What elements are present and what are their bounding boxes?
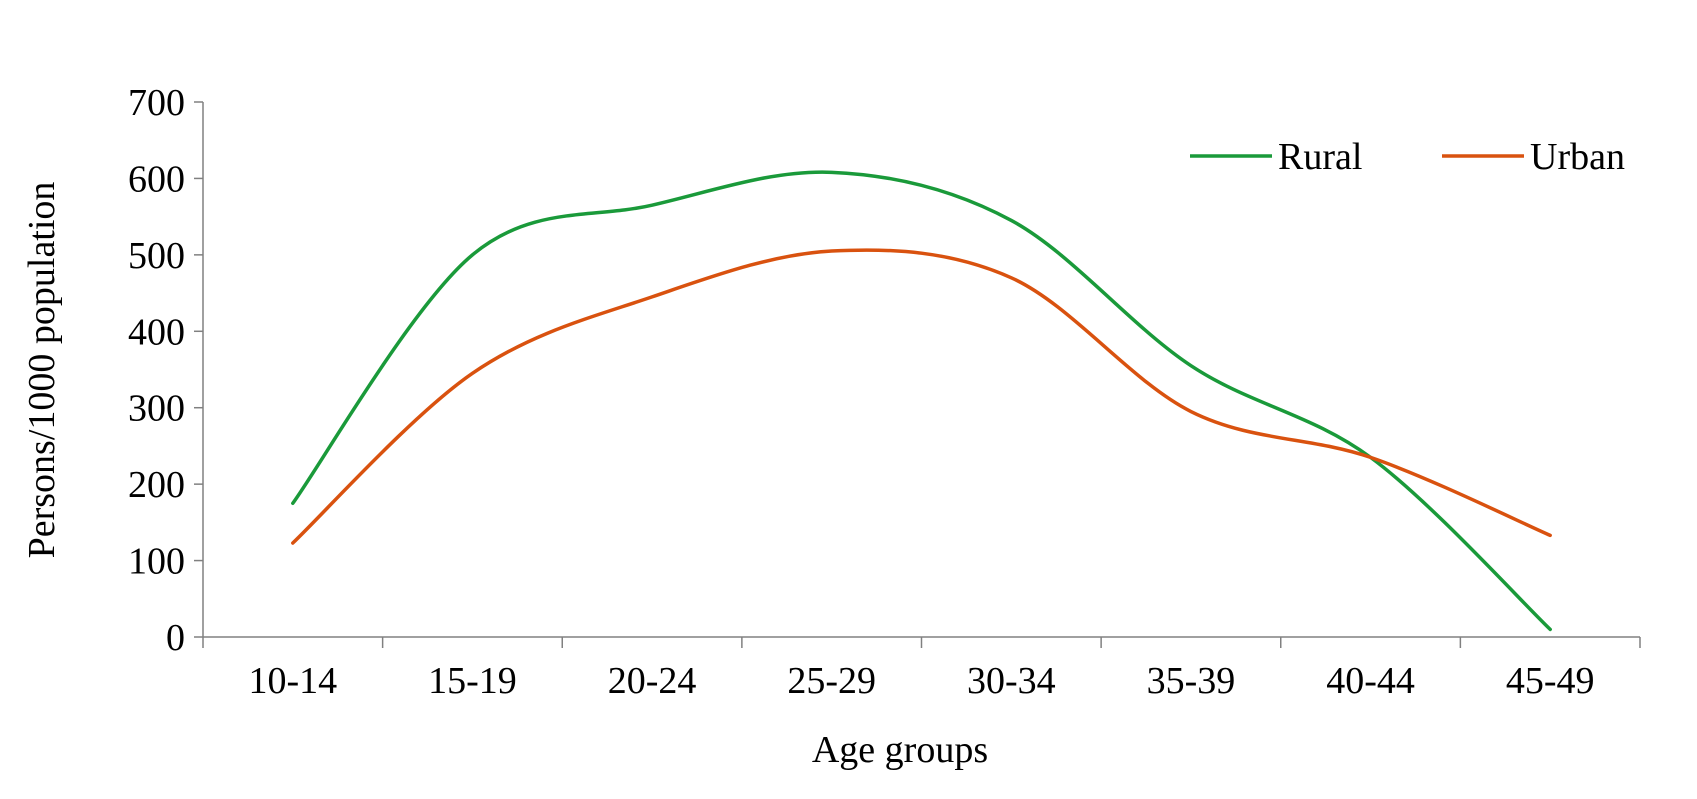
- y-tick-label: 600: [128, 158, 185, 200]
- series-line-rural: [291, 170, 1552, 632]
- series-line-urban: [291, 248, 1552, 545]
- x-axis: 10-14 15-19 20-24 25-29 30-34 35-39 40-44 45-49: [202, 636, 1641, 702]
- legend: Rural Urban: [1190, 136, 1625, 178]
- x-tick-label: 10-14: [248, 660, 337, 702]
- x-tick-label: 45-49: [1506, 660, 1595, 702]
- x-axis-title: Age groups: [812, 729, 988, 771]
- x-tick-label: 30-34: [967, 660, 1056, 702]
- series-lines: [291, 170, 1552, 632]
- y-tick-label: 300: [128, 388, 185, 430]
- y-tick-label: 100: [128, 541, 185, 583]
- y-tick-label: 700: [128, 82, 185, 124]
- y-tick-label: 400: [128, 311, 185, 353]
- y-axis: 0 100 200 300 400 500 600 700: [128, 82, 204, 659]
- y-tick-label: 500: [128, 235, 185, 277]
- y-tick-label: 0: [166, 617, 185, 659]
- x-tick-label: 25-29: [787, 660, 876, 702]
- x-tick-label: 20-24: [608, 660, 697, 702]
- legend-label-rural: Rural: [1278, 136, 1362, 178]
- y-tick-label: 200: [128, 464, 185, 506]
- y-axis-title: Persons/1000 population: [21, 182, 63, 559]
- x-tick-label: 35-39: [1147, 660, 1236, 702]
- legend-label-urban: Urban: [1530, 136, 1625, 178]
- x-tick-label: 15-19: [428, 660, 517, 702]
- x-tick-label: 40-44: [1326, 660, 1415, 702]
